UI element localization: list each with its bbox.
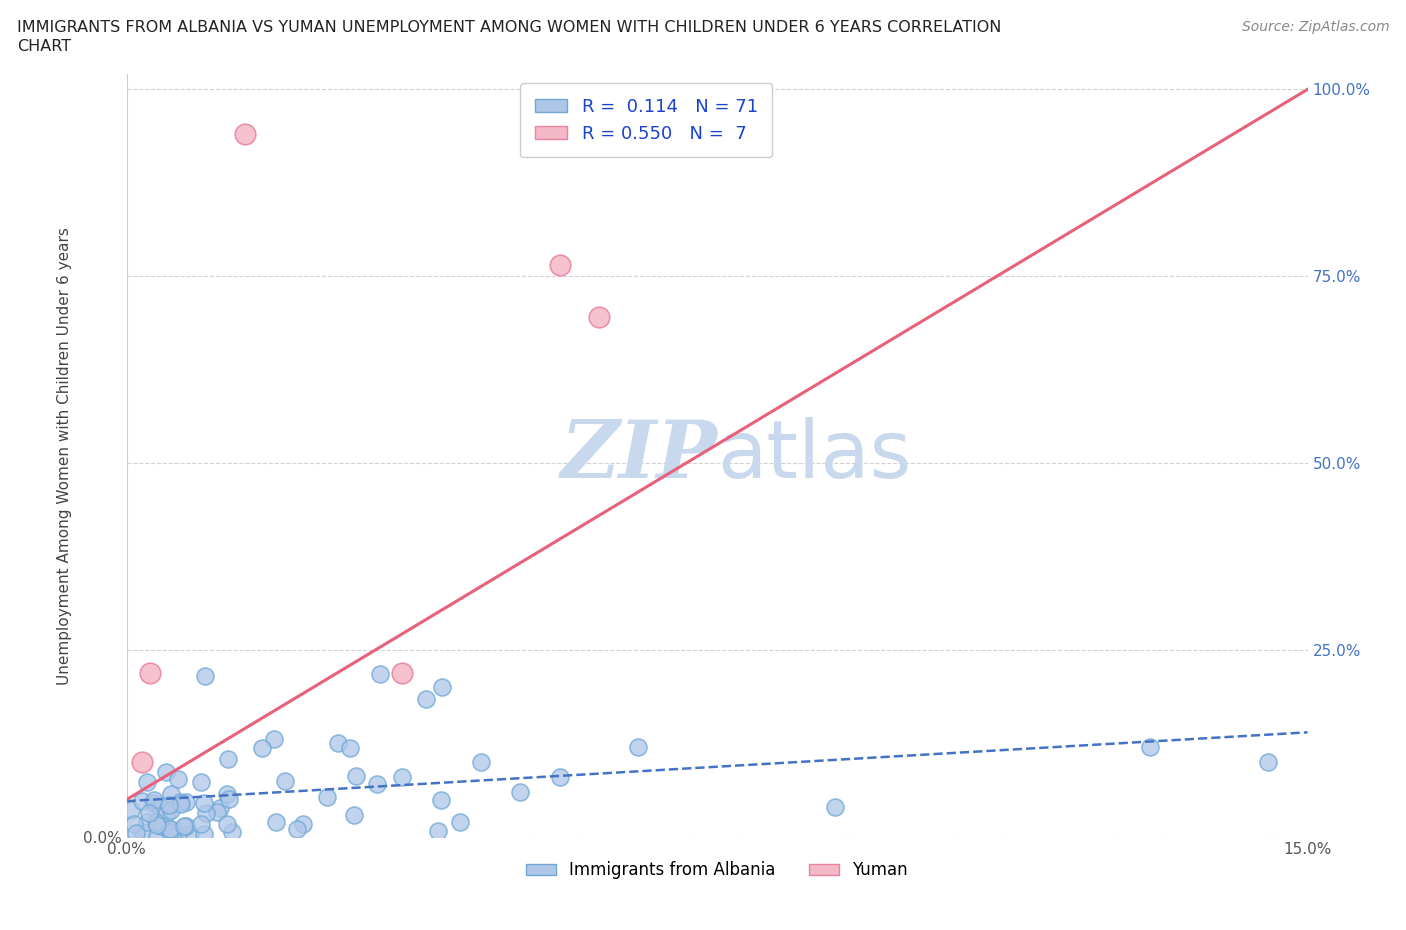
Point	[193, 795, 215, 810]
Point	[627, 740, 650, 755]
Point	[426, 823, 449, 838]
Point	[509, 785, 531, 800]
Point	[1257, 755, 1279, 770]
Point	[217, 752, 239, 767]
Point	[160, 803, 183, 817]
Point	[430, 680, 453, 695]
Point	[274, 774, 297, 789]
Point	[221, 824, 243, 839]
Point	[131, 825, 153, 840]
Point	[169, 794, 191, 809]
Point	[149, 800, 172, 815]
Point	[173, 818, 195, 833]
Point	[315, 790, 337, 804]
Point	[370, 667, 392, 682]
Point	[136, 815, 159, 830]
Text: IMMIGRANTS FROM ALBANIA VS YUMAN UNEMPLOYMENT AMONG WOMEN WITH CHILDREN UNDER 6 : IMMIGRANTS FROM ALBANIA VS YUMAN UNEMPLO…	[17, 20, 1001, 35]
Point	[194, 805, 217, 820]
Point	[179, 827, 201, 842]
Point	[343, 808, 366, 823]
Point	[159, 821, 181, 836]
Point	[264, 815, 287, 830]
Text: Source: ZipAtlas.com: Source: ZipAtlas.com	[1241, 20, 1389, 34]
Point	[174, 818, 197, 833]
Point	[217, 817, 239, 831]
Point	[194, 669, 217, 684]
Point	[339, 740, 361, 755]
Point	[146, 829, 169, 844]
Text: ZIP: ZIP	[560, 417, 717, 495]
Point	[326, 736, 349, 751]
Point	[470, 755, 492, 770]
Point	[344, 769, 367, 784]
Point	[138, 805, 160, 820]
Point	[391, 665, 413, 680]
Point	[139, 665, 162, 680]
Point	[391, 770, 413, 785]
Point	[131, 755, 153, 770]
Point	[145, 815, 167, 830]
Point	[548, 770, 571, 785]
Point	[548, 258, 571, 272]
Point	[167, 827, 190, 842]
Point	[167, 772, 190, 787]
Point	[1139, 740, 1161, 755]
Point	[291, 817, 314, 831]
Point	[209, 800, 232, 815]
Point	[430, 792, 453, 807]
Text: CHART: CHART	[17, 39, 70, 54]
Point	[366, 777, 388, 791]
Point	[160, 829, 183, 844]
Point	[142, 796, 165, 811]
Point	[233, 126, 256, 141]
Point	[449, 815, 471, 830]
Legend: Immigrants from Albania, Yuman: Immigrants from Albania, Yuman	[519, 855, 915, 886]
Point	[218, 791, 240, 806]
Text: atlas: atlas	[717, 417, 911, 495]
Point	[155, 764, 177, 779]
Point	[193, 826, 215, 841]
Point	[824, 800, 846, 815]
Point	[125, 825, 148, 840]
Point	[145, 818, 167, 833]
Point	[170, 797, 193, 812]
Point	[131, 794, 153, 809]
Point	[150, 818, 173, 833]
Point	[190, 775, 212, 790]
Point	[135, 775, 157, 790]
Point	[120, 803, 142, 817]
Point	[159, 821, 181, 836]
Point	[415, 692, 437, 707]
Point	[159, 825, 181, 840]
Point	[263, 731, 285, 746]
Point	[190, 817, 212, 831]
Point	[157, 797, 180, 812]
Point	[207, 804, 229, 819]
Point	[155, 805, 177, 820]
Point	[174, 794, 197, 809]
Y-axis label: Unemployment Among Women with Children Under 6 years: Unemployment Among Women with Children U…	[56, 227, 72, 684]
Point	[588, 310, 610, 325]
Point	[142, 793, 165, 808]
Point	[122, 817, 145, 831]
Point	[160, 787, 183, 802]
Point	[285, 822, 308, 837]
Point	[215, 787, 238, 802]
Point	[250, 740, 273, 755]
